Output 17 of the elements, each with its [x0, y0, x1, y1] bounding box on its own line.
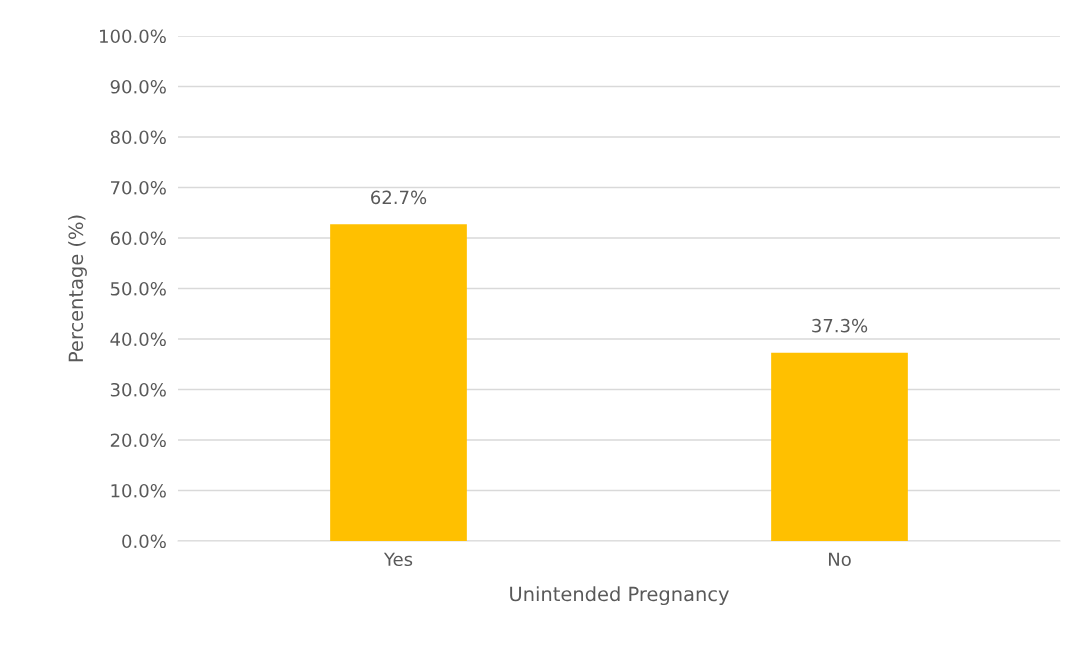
- y-tick-label: 70.0%: [111, 180, 166, 195]
- y-tick-label: 20.0%: [110, 433, 166, 448]
- y-tick-label: 90.0%: [110, 79, 166, 94]
- y-tick-label: 100.0%: [100, 29, 166, 44]
- y-tick-label: 0.0%: [122, 534, 166, 549]
- y-tick-label: 50.0%: [110, 281, 166, 296]
- y-tick-label: 80.0%: [110, 130, 166, 145]
- y-tick-label: 10.0%: [111, 483, 166, 498]
- y-tick-label: 60.0%: [110, 231, 166, 246]
- data-label: 37.3%: [812, 318, 868, 333]
- y-axis-title: Percentage (%): [68, 215, 87, 362]
- data-label: 62.7%: [371, 190, 427, 205]
- y-tick-label: 40.0%: [110, 332, 166, 347]
- x-tick-label: No: [828, 552, 851, 567]
- x-tick-label: Yes: [383, 552, 413, 567]
- x-axis-title: Unintended Pregnancy: [510, 586, 729, 606]
- y-tick-label: 30.0%: [110, 382, 166, 397]
